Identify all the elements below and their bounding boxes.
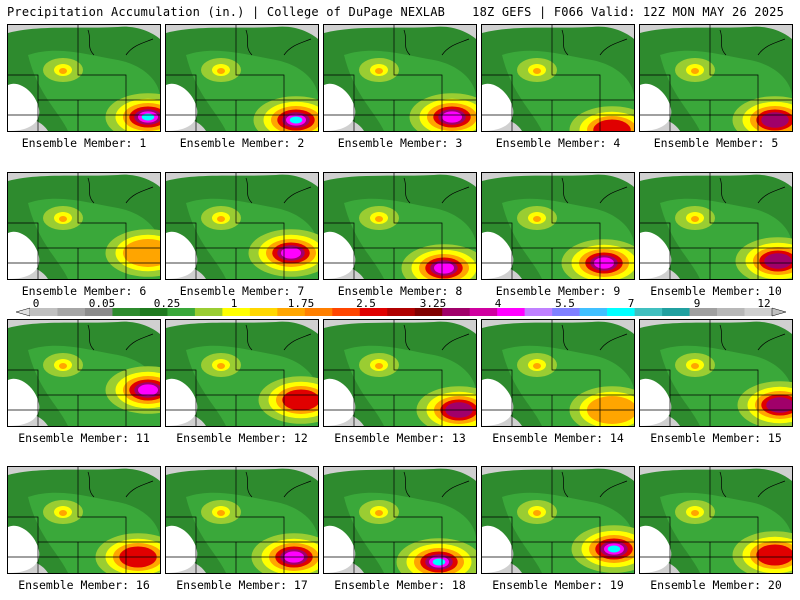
scale-tick-label: 12 [757,297,771,310]
scale-swatch [139,308,168,316]
ensemble-member-map [481,24,635,132]
ensemble-member-map [639,319,793,427]
scale-swatch [277,308,306,316]
scale-swatch [57,308,86,316]
scale-tick-label: 3.25 [419,297,447,310]
chart-title: Precipitation Accumulation (in.) | Colle… [7,5,446,19]
scale-tick-label: 0.05 [88,297,116,310]
ensemble-member-map [323,24,477,132]
scale-swatch [579,308,608,316]
scale-swatch [497,308,525,316]
ensemble-member-map [639,172,793,280]
ensemble-member-label: Ensemble Member: 7 [179,284,305,298]
scale-swatch [634,308,663,316]
ensemble-member-label: Ensemble Member: 15 [650,431,782,445]
scale-swatch [304,308,333,316]
scale-tick-label: 1.75 [287,297,315,310]
ensemble-member-map [481,466,635,574]
ensemble-member-label: Ensemble Member: 13 [334,431,466,445]
ensemble-member-label: Ensemble Member: 3 [337,136,463,150]
scale-tick-label: 1 [230,297,238,310]
ensemble-member-map [481,319,635,427]
scale-swatch [552,308,580,316]
scale-swatch [84,308,113,316]
ensemble-member-map [323,319,477,427]
run-info: 18Z GEFS | F066 Valid: 12Z MON MAY 26 20… [472,5,784,19]
scale-arrow-left [16,307,31,317]
ensemble-member-label: Ensemble Member: 2 [179,136,305,150]
ensemble-member-map [481,172,635,280]
scale-swatch [332,308,361,316]
ensemble-member-label: Ensemble Member: 10 [650,284,782,298]
scale-swatch [607,308,635,316]
scale-swatch [387,308,416,316]
ensemble-member-label: Ensemble Member: 5 [653,136,779,150]
scale-swatch [442,308,471,316]
scale-swatch [689,308,718,316]
scale-swatch [717,308,745,316]
scale-tick-label: 5.5 [555,297,575,310]
ensemble-member-label: Ensemble Member: 14 [492,431,624,445]
scale-tick-label: 2.5 [356,297,376,310]
ensemble-member-label: Ensemble Member: 11 [18,431,150,445]
scale-swatch [524,308,553,316]
ensemble-member-label: Ensemble Member: 6 [21,284,147,298]
ensemble-member-label: Ensemble Member: 20 [650,578,782,592]
color-scale-bar [16,307,786,317]
ensemble-member-map [323,172,477,280]
scale-swatch [744,308,773,316]
scale-tick-label: 0.25 [153,297,181,310]
ensemble-member-map [165,466,319,574]
scale-tick-label: 4 [494,297,502,310]
ensemble-member-label: Ensemble Member: 18 [334,578,466,592]
ensemble-member-map [7,466,161,574]
ensemble-member-label: Ensemble Member: 16 [18,578,150,592]
scale-swatch [30,308,58,316]
ensemble-member-label: Ensemble Member: 8 [337,284,463,298]
ensemble-member-map [323,466,477,574]
scale-swatch [469,308,498,316]
ensemble-member-label: Ensemble Member: 9 [495,284,621,298]
scale-tick-label: 0 [32,297,40,310]
scale-swatch [167,308,196,316]
ensemble-member-label: Ensemble Member: 17 [176,578,308,592]
scale-swatch [249,308,278,316]
ensemble-member-map [639,24,793,132]
ensemble-member-label: Ensemble Member: 4 [495,136,621,150]
scale-arrow-right [771,307,786,317]
scale-tick-label: 7 [627,297,635,310]
ensemble-member-label: Ensemble Member: 12 [176,431,308,445]
scale-swatch [222,308,251,316]
scale-swatch [359,308,388,316]
ensemble-member-map [165,24,319,132]
ensemble-member-label: Ensemble Member: 1 [21,136,147,150]
ensemble-member-map [7,24,161,132]
scale-swatch [112,308,141,316]
ensemble-member-map [639,466,793,574]
scale-swatch [194,308,223,316]
scale-swatch [662,308,690,316]
ensemble-member-map [165,319,319,427]
scale-tick-label: 9 [693,297,701,310]
ensemble-member-map [165,172,319,280]
ensemble-member-map [7,319,161,427]
ensemble-member-label: Ensemble Member: 19 [492,578,624,592]
scale-swatch [414,308,443,316]
ensemble-member-map [7,172,161,280]
